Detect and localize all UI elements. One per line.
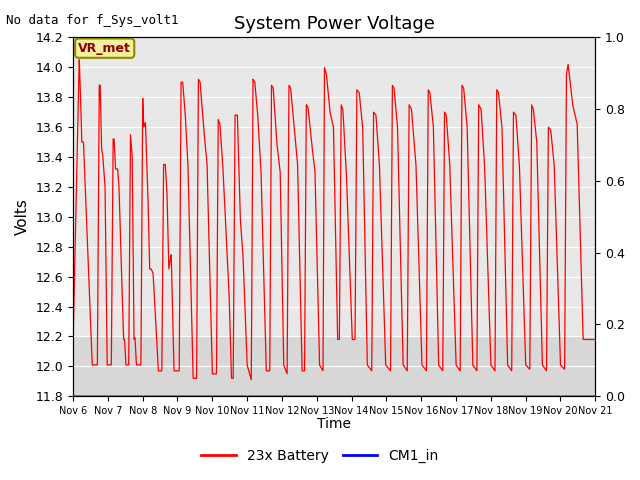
X-axis label: Time: Time: [317, 418, 351, 432]
Y-axis label: Volts: Volts: [15, 198, 30, 235]
Text: No data for f_Sys_volt1: No data for f_Sys_volt1: [6, 14, 179, 27]
Text: VR_met: VR_met: [78, 42, 131, 55]
Legend: 23x Battery, CM1_in: 23x Battery, CM1_in: [196, 443, 444, 468]
Title: System Power Voltage: System Power Voltage: [234, 15, 435, 33]
Bar: [73, 336, 595, 396]
